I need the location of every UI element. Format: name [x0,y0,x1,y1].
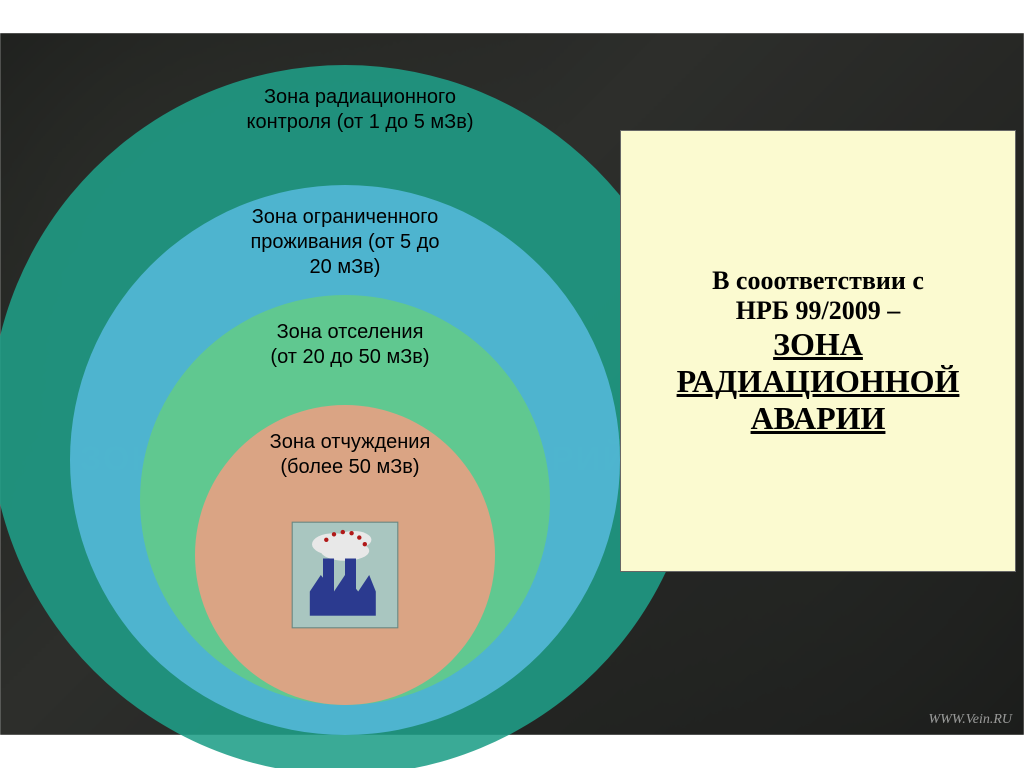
label-inner: Зона отчуждения (более 50 мЗв) [235,430,465,480]
panel-main-text: ЗОНА РАДИАЦИОННОЙ АВАРИИ [677,326,960,437]
panel-main-line3: АВАРИИ [751,400,886,436]
plant-icon-svg [290,520,400,630]
label-second: Зона ограниченного проживания (от 5 до 2… [215,205,475,280]
panel-pre-text: В сооответствии с НРБ 99/2009 – [712,266,924,326]
plant-icon [290,520,400,630]
panel-main-line1: ЗОНА [773,326,863,362]
watermark-text: WWW.Vein.RU [929,712,1012,728]
info-panel: В сооответствии с НРБ 99/2009 – ЗОНА РАД… [620,130,1016,572]
label-outer-line1: Зона радиационного [264,86,456,108]
top-bar [0,0,1024,33]
label-second-line3: 20 мЗв) [310,256,381,278]
panel-pre-line2: НРБ 99/2009 – [736,296,901,325]
label-third-line2: (от 20 до 50 мЗв) [270,346,429,368]
label-outer: Зона радиационного контроля (от 1 до 5 м… [210,85,510,135]
label-second-line2: проживания (от 5 до [250,231,439,253]
label-inner-line1: Зона отчуждения [270,431,431,453]
label-outer-line2: контроля (от 1 до 5 мЗв) [246,111,473,133]
panel-main-line2: РАДИАЦИОННОЙ [677,363,960,399]
label-inner-line2: (более 50 мЗв) [280,456,419,478]
label-third: Зона отселения (от 20 до 50 мЗв) [225,320,475,370]
panel-pre-line1: В сооответствии с [712,266,924,295]
bottom-bar [0,735,1024,768]
slide-canvas: ЗОНИРОВАНИЕ ТЕРРИТОРИЙ WWW.Vein.RU Зона … [0,0,1024,768]
label-second-line1: Зона ограниченного [252,206,439,228]
label-third-line1: Зона отселения [277,321,424,343]
